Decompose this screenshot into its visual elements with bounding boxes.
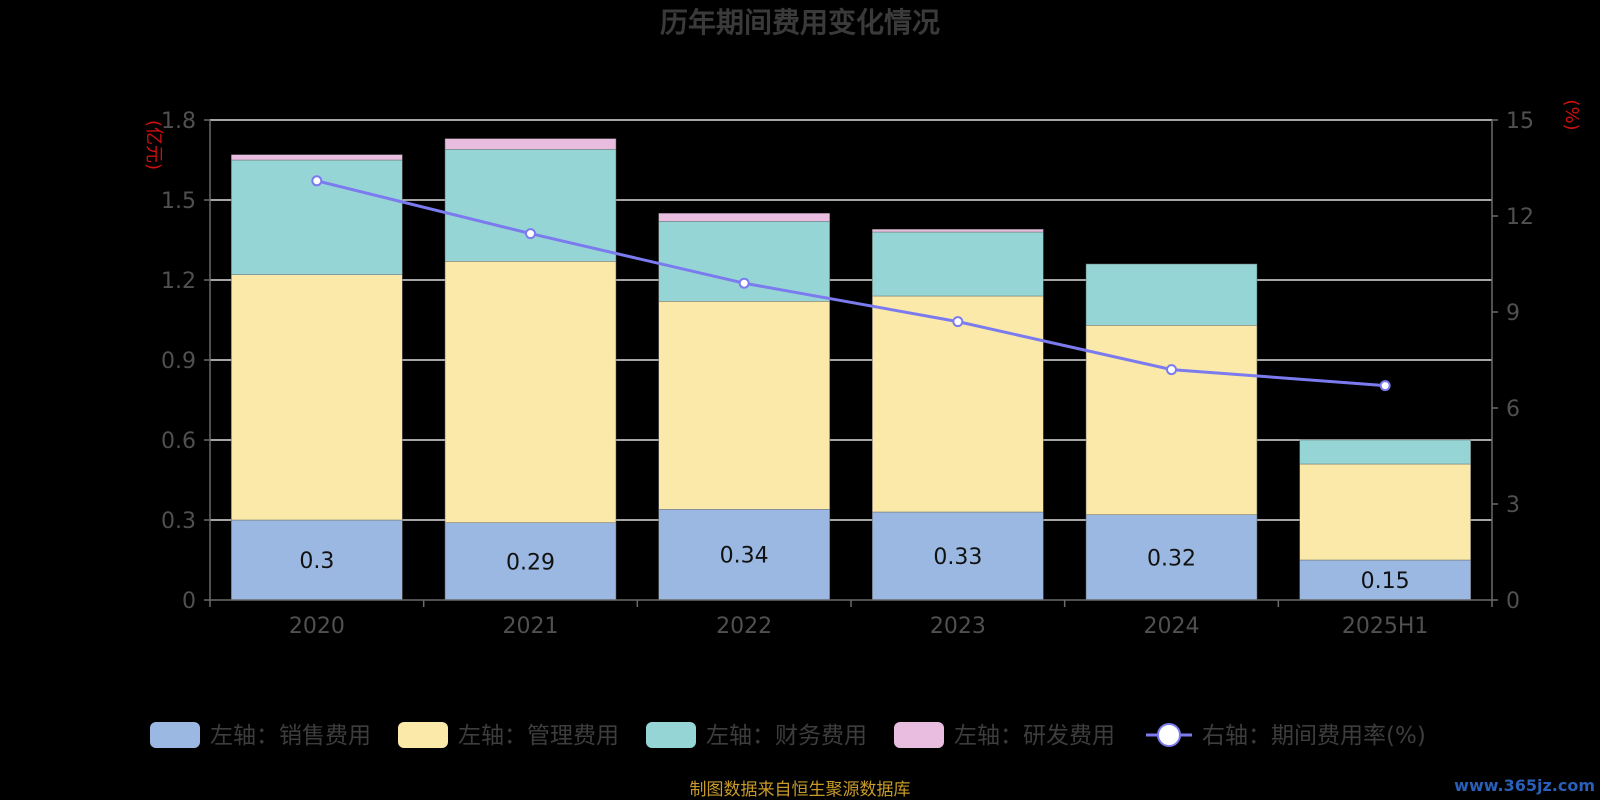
legend-swatch	[398, 722, 448, 748]
legend-label: 左轴：财务费用	[706, 723, 867, 749]
bar-segment	[658, 213, 830, 222]
legend-label: 左轴：销售费用	[210, 723, 371, 749]
bar-segment	[1085, 514, 1258, 601]
bar-data-label: 0.34	[720, 544, 769, 569]
legend-swatch	[894, 722, 944, 748]
right-tick-label: 0	[1506, 589, 1520, 614]
bar-segment	[1085, 263, 1258, 326]
bar-segment	[444, 138, 617, 150]
legend-label: 左轴：管理费用	[458, 723, 619, 749]
legend: 左轴：销售费用 左轴：管理费用 左轴：财务费用 左轴：研发费用 右轴：期间费用率(%)	[150, 722, 1426, 749]
right-tick-label: 9	[1506, 301, 1520, 326]
data-source-note: 制图数据来自恒生聚源数据库	[690, 780, 911, 800]
right-tick-label: 12	[1506, 205, 1534, 230]
chart-title: 历年期间费用变化情况	[660, 6, 940, 39]
right-axis-unit: (%)	[1561, 99, 1582, 130]
bar-segment	[872, 229, 1044, 233]
legend-swatch	[646, 722, 696, 748]
rate-point	[1379, 380, 1391, 392]
bar-segment	[444, 522, 617, 601]
bar-segment	[1299, 463, 1471, 561]
bar-segment	[1299, 439, 1471, 465]
rate-point	[1166, 364, 1177, 376]
right-tick-label: 15	[1506, 109, 1534, 134]
watermark: www.365jz.com	[1454, 776, 1595, 795]
grid-lines	[210, 119, 1492, 521]
rate-point	[311, 175, 323, 187]
left-tick-label: 0	[182, 589, 196, 614]
left-tick-label: 0.3	[161, 509, 196, 534]
right-tick-label: 3	[1506, 493, 1520, 518]
left-tick-label: 1.5	[161, 189, 196, 214]
rate-line	[311, 175, 1391, 392]
bar-segment	[231, 519, 403, 601]
rate-point	[525, 228, 536, 240]
legend-marker	[1157, 723, 1181, 747]
legend-swatch	[150, 722, 200, 748]
left-axis-unit: (亿元)	[143, 120, 164, 170]
x-tick-label: 2024	[1144, 614, 1200, 639]
x-tick-label: 2023	[930, 614, 986, 639]
rate-point	[738, 277, 750, 289]
axes: 0 0.3 0.6 0.9 1.2 1.5 1.8 0 3 6 9 12 15 2020 2021 2022 2…	[143, 99, 1582, 639]
right-tick-label: 6	[1506, 397, 1520, 422]
left-tick-label: 0.6	[161, 429, 196, 454]
x-tick-label: 2022	[716, 614, 772, 639]
bar-segment	[658, 221, 830, 302]
bar-segment	[444, 261, 617, 523]
left-tick-label: 1.8	[161, 109, 196, 134]
x-tick-label: 2025H1	[1342, 614, 1429, 639]
rate-point	[952, 316, 964, 328]
bar-data-label: 0.3	[299, 549, 334, 574]
bar-segment	[1299, 559, 1471, 601]
bar-data-label: 0.33	[933, 545, 982, 570]
x-tick-label: 2020	[289, 614, 345, 639]
bar-segment	[872, 511, 1044, 601]
bar-segment	[658, 301, 830, 510]
bar-data-label: 0.32	[1147, 546, 1196, 571]
legend-label: 右轴：期间费用率(%)	[1202, 723, 1426, 749]
bar-data-label: 0.29	[506, 550, 555, 575]
bar-segment	[231, 154, 403, 161]
left-tick-label: 0.9	[161, 349, 196, 374]
bars: 0.3 0.29 0.34 0.33 0.32 0.15	[231, 138, 1471, 601]
bar-segment	[444, 149, 617, 262]
legend-label: 左轴：研发费用	[954, 723, 1115, 749]
bar-segment	[1085, 325, 1258, 515]
left-tick-label: 1.2	[161, 269, 196, 294]
bar-segment	[231, 274, 403, 521]
x-tick-label: 2021	[503, 614, 559, 639]
rate-series-line	[316, 179, 1386, 388]
bar-segment	[872, 231, 1044, 297]
bar-segment	[872, 295, 1044, 513]
bar-data-label: 0.15	[1361, 569, 1410, 594]
